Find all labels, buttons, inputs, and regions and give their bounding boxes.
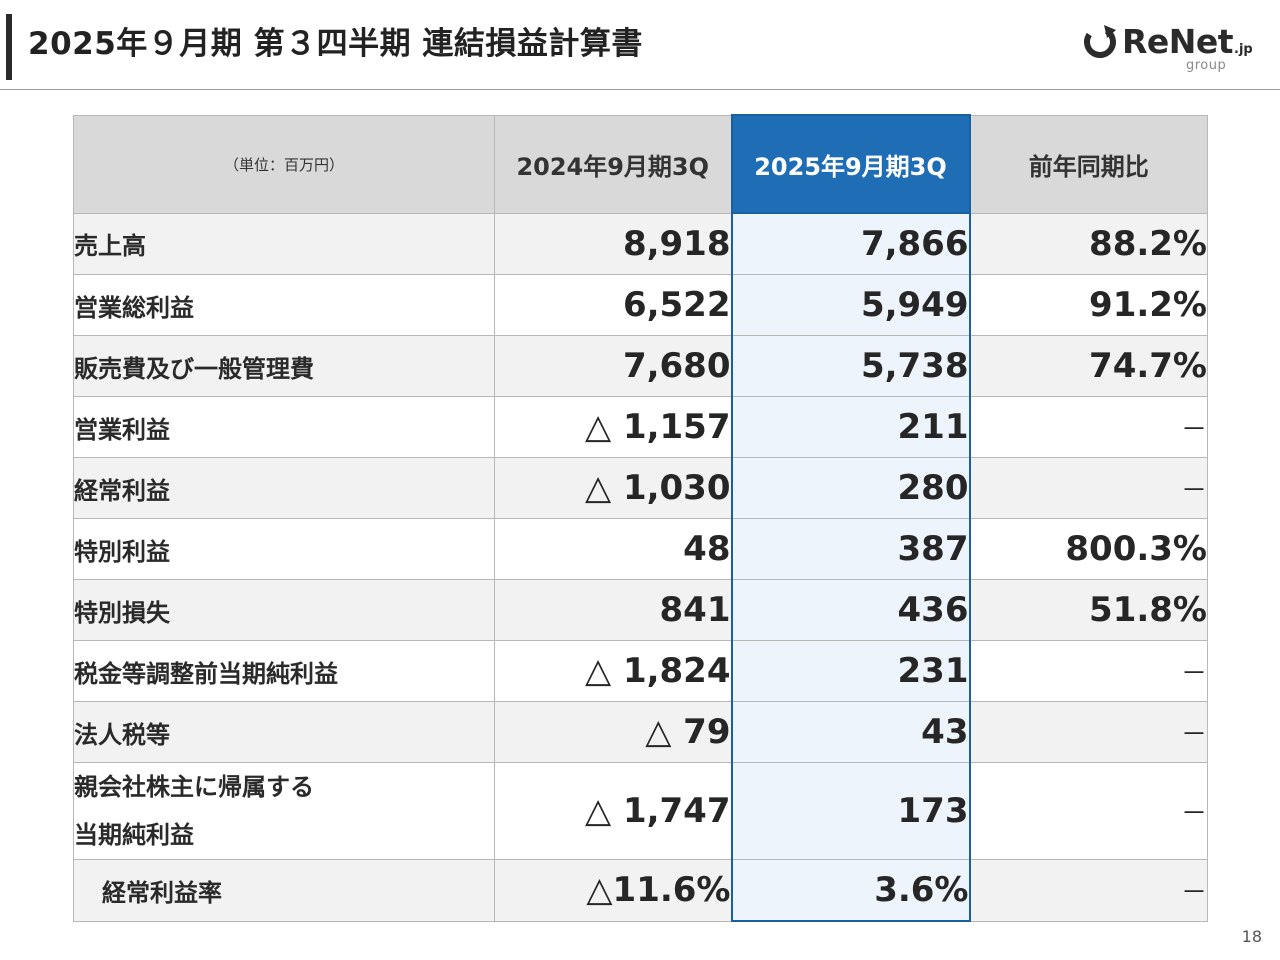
current-value: 7,866 <box>730 212 971 275</box>
row-label: 親会社株主に帰属する 当期純利益 <box>73 762 495 860</box>
ratio-value: － <box>969 457 1208 519</box>
row-label: 法人税等 <box>73 701 495 763</box>
prev-value: 7,680 <box>494 335 732 397</box>
table-row: 税金等調整前当期純利益 △ 1,824 231 － <box>73 640 1208 702</box>
table-row: 法人税等 △ 79 43 － <box>73 701 1208 763</box>
row-label: 経常利益 <box>73 457 495 519</box>
table-row: 特別利益 48 387 800.3% <box>73 518 1208 580</box>
ratio-value: 91.2% <box>969 274 1208 336</box>
company-logo: ReNet .jp group <box>1082 20 1262 76</box>
ratio-value: － <box>969 859 1208 922</box>
unit-label: （単位：百万円） <box>73 114 495 214</box>
table-row: 経常利益 △ 1,030 280 － <box>73 457 1208 519</box>
prev-value: △ 1,747 <box>494 762 732 860</box>
row-label: 営業総利益 <box>73 274 495 336</box>
table-row: 営業利益 △ 1,157 211 － <box>73 396 1208 458</box>
row-label-line1: 親会社株主に帰属する <box>74 773 314 801</box>
prev-value: 841 <box>494 579 732 641</box>
page-title: 2025年９月期 第３四半期 連結損益計算書 <box>28 26 643 62</box>
ratio-value: － <box>969 396 1208 458</box>
row-label-line2: 当期純利益 <box>74 821 194 849</box>
table-row: 経常利益率 △11.6% 3.6% － <box>73 859 1208 922</box>
ratio-value: － <box>969 701 1208 763</box>
ratio-value: － <box>969 640 1208 702</box>
current-value: 5,738 <box>730 335 971 397</box>
prev-value: △ 1,824 <box>494 640 732 702</box>
ratio-value: 88.2% <box>969 212 1208 275</box>
ratio-value: 74.7% <box>969 335 1208 397</box>
prev-value: 6,522 <box>494 274 732 336</box>
row-label: 経常利益率 <box>73 859 495 922</box>
current-value: 387 <box>730 518 971 580</box>
row-label: 特別損失 <box>73 579 495 641</box>
table-row: 親会社株主に帰属する 当期純利益 △ 1,747 173 － <box>73 762 1208 860</box>
prev-value: △ 79 <box>494 701 732 763</box>
column-header-prev: 2024年9月期3Q <box>494 114 732 214</box>
row-label: 営業利益 <box>73 396 495 458</box>
table-row: 特別損失 841 436 51.8% <box>73 579 1208 641</box>
prev-value: △ 1,157 <box>494 396 732 458</box>
title-accent-bar <box>6 14 12 80</box>
column-header-current: 2025年9月期3Q <box>730 114 971 214</box>
refresh-arrow-icon <box>1084 25 1116 58</box>
prev-value: △ 1,030 <box>494 457 732 519</box>
logo-group: group <box>1186 58 1227 73</box>
row-label: 税金等調整前当期純利益 <box>73 640 495 702</box>
page-number: 18 <box>1241 927 1262 946</box>
ratio-value: － <box>969 762 1208 860</box>
table-header-row: （単位：百万円） 2024年9月期3Q 2025年9月期3Q 前年同期比 <box>73 114 1208 214</box>
row-label: 売上高 <box>73 212 495 275</box>
table-row: 販売費及び一般管理費 7,680 5,738 74.7% <box>73 335 1208 397</box>
income-statement-table: （単位：百万円） 2024年9月期3Q 2025年9月期3Q 前年同期比 売上高… <box>73 114 1208 922</box>
current-value: 436 <box>730 579 971 641</box>
prev-value: 48 <box>494 518 732 580</box>
current-value: 231 <box>730 640 971 702</box>
current-value: 173 <box>730 762 971 860</box>
logo-suffix: .jp <box>1234 42 1253 57</box>
row-label: 特別利益 <box>73 518 495 580</box>
row-label: 販売費及び一般管理費 <box>73 335 495 397</box>
current-value: 5,949 <box>730 274 971 336</box>
prev-value: 8,918 <box>494 212 732 275</box>
prev-value: △11.6% <box>494 859 732 922</box>
current-value: 280 <box>730 457 971 519</box>
header-divider <box>0 89 1280 90</box>
current-value: 3.6% <box>730 859 971 922</box>
table-row: 売上高 8,918 7,866 88.2% <box>73 212 1208 275</box>
current-value: 43 <box>730 701 971 763</box>
ratio-value: 800.3% <box>969 518 1208 580</box>
ratio-value: 51.8% <box>969 579 1208 641</box>
logo-brand: ReNet <box>1122 22 1234 61</box>
current-value: 211 <box>730 396 971 458</box>
table-row: 営業総利益 6,522 5,949 91.2% <box>73 274 1208 336</box>
column-header-ratio: 前年同期比 <box>969 114 1208 214</box>
